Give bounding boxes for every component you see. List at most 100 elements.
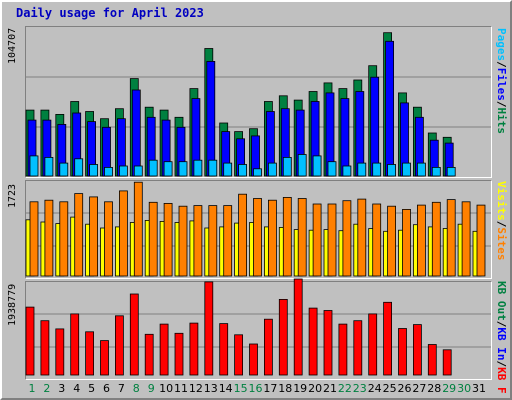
x-tick-label: 7: [117, 382, 125, 395]
sites-bar: [178, 205, 188, 277]
sites-bar: [342, 200, 352, 277]
x-tick-label: 4: [73, 382, 81, 395]
pages-bar: [267, 162, 277, 177]
sites-bar: [104, 201, 113, 277]
x-tick-label: 14: [218, 382, 233, 395]
sites-bar: [193, 205, 203, 277]
sites-bar: [223, 205, 233, 277]
pages-bar: [357, 162, 367, 177]
kbf-bar: [427, 344, 437, 376]
kbf-bar: [85, 331, 94, 376]
sites-bar: [163, 202, 173, 277]
kbf-bar: [55, 328, 65, 376]
pages-bar: [119, 165, 128, 177]
x-tick-label: 3: [58, 382, 66, 395]
sites-bar: [208, 205, 218, 277]
kbf-bar: [174, 332, 184, 376]
pages-bar: [282, 156, 292, 177]
kbf-bar: [129, 293, 139, 376]
sites-bar: [282, 196, 292, 277]
kbf-bar: [249, 343, 258, 376]
x-tick-label: 29: [442, 382, 457, 395]
x-tick-label: 20: [308, 382, 323, 395]
kbf-bar: [293, 278, 303, 376]
pages-bar: [29, 155, 39, 177]
sites-bar: [119, 190, 128, 277]
pages-bar: [89, 164, 98, 177]
sites-bar: [238, 193, 248, 277]
pages-bar: [446, 166, 456, 177]
x-tick-label: 17: [263, 382, 278, 395]
kbf-bar: [25, 306, 35, 376]
sites-bar: [387, 205, 397, 277]
kbf-bar: [353, 320, 363, 376]
x-tick-label: 28: [427, 382, 442, 395]
sites-bar: [402, 208, 411, 277]
x-tick-label: 21: [323, 382, 337, 395]
pages-bar: [387, 164, 397, 177]
sites-bar: [431, 201, 441, 277]
kbf-bar: [398, 328, 407, 376]
files-bar: [340, 98, 350, 177]
kbf-bar: [442, 349, 452, 376]
x-tick-label: 10: [159, 382, 174, 395]
kbf-bar: [263, 318, 273, 376]
sites-bar: [416, 204, 426, 277]
kbf-bar: [383, 301, 393, 376]
pages-bar: [431, 166, 441, 177]
pages-bar: [416, 162, 426, 177]
x-tick-label: 12: [188, 382, 203, 395]
x-tick-label: 23: [352, 382, 367, 395]
sites-bar: [89, 196, 98, 277]
x-tick-label: 27: [412, 382, 427, 395]
pages-bar: [133, 165, 143, 177]
kbf-bar: [144, 333, 154, 376]
kbf-bar: [189, 322, 199, 376]
pages-bar: [163, 161, 173, 177]
sites-bar: [372, 203, 382, 277]
pages-bar: [342, 165, 352, 177]
kbf-bar: [412, 324, 422, 376]
pages-bar: [208, 159, 218, 177]
x-tick-label: 8: [132, 382, 140, 395]
pages-bar: [372, 162, 382, 177]
sites-bar: [44, 199, 54, 277]
x-tick-label: 18: [278, 382, 293, 395]
x-tick-label: 30: [457, 382, 472, 395]
kbf-bar: [338, 323, 348, 376]
x-tick-label: 11: [174, 382, 188, 395]
pages-bar: [104, 166, 113, 177]
kbf-bar: [70, 313, 80, 376]
sites-bar: [446, 199, 456, 277]
x-tick-label: 1: [28, 382, 36, 395]
sites-bar: [253, 198, 262, 277]
sites-bar: [267, 199, 277, 277]
pages-bar: [238, 164, 248, 177]
sites-bar: [476, 204, 486, 277]
x-tick-label: 16: [248, 382, 263, 395]
x-tick-label: 26: [397, 382, 412, 395]
kbf-bar: [159, 323, 169, 376]
sites-bar: [461, 201, 471, 277]
sites-bar: [133, 181, 143, 277]
pages-bar: [402, 162, 411, 177]
kbf-bar: [234, 334, 244, 376]
x-tick-label: 6: [103, 382, 110, 395]
pages-bar: [297, 154, 307, 177]
x-tick-label: 9: [147, 382, 155, 395]
kbf-bar: [219, 323, 229, 376]
sites-bar: [148, 201, 158, 277]
pages-bar: [223, 162, 233, 177]
sites-bar: [312, 203, 322, 277]
kbf-bar: [100, 340, 109, 376]
pages-bar: [59, 162, 69, 177]
pages-bar: [193, 159, 203, 177]
files-bar: [385, 40, 395, 177]
pages-bar: [253, 168, 262, 177]
sites-bar: [59, 201, 69, 277]
kbf-bar: [323, 310, 333, 376]
x-tick-label: 19: [293, 382, 308, 395]
kbf-bar: [278, 298, 288, 376]
pages-bar: [44, 156, 54, 177]
